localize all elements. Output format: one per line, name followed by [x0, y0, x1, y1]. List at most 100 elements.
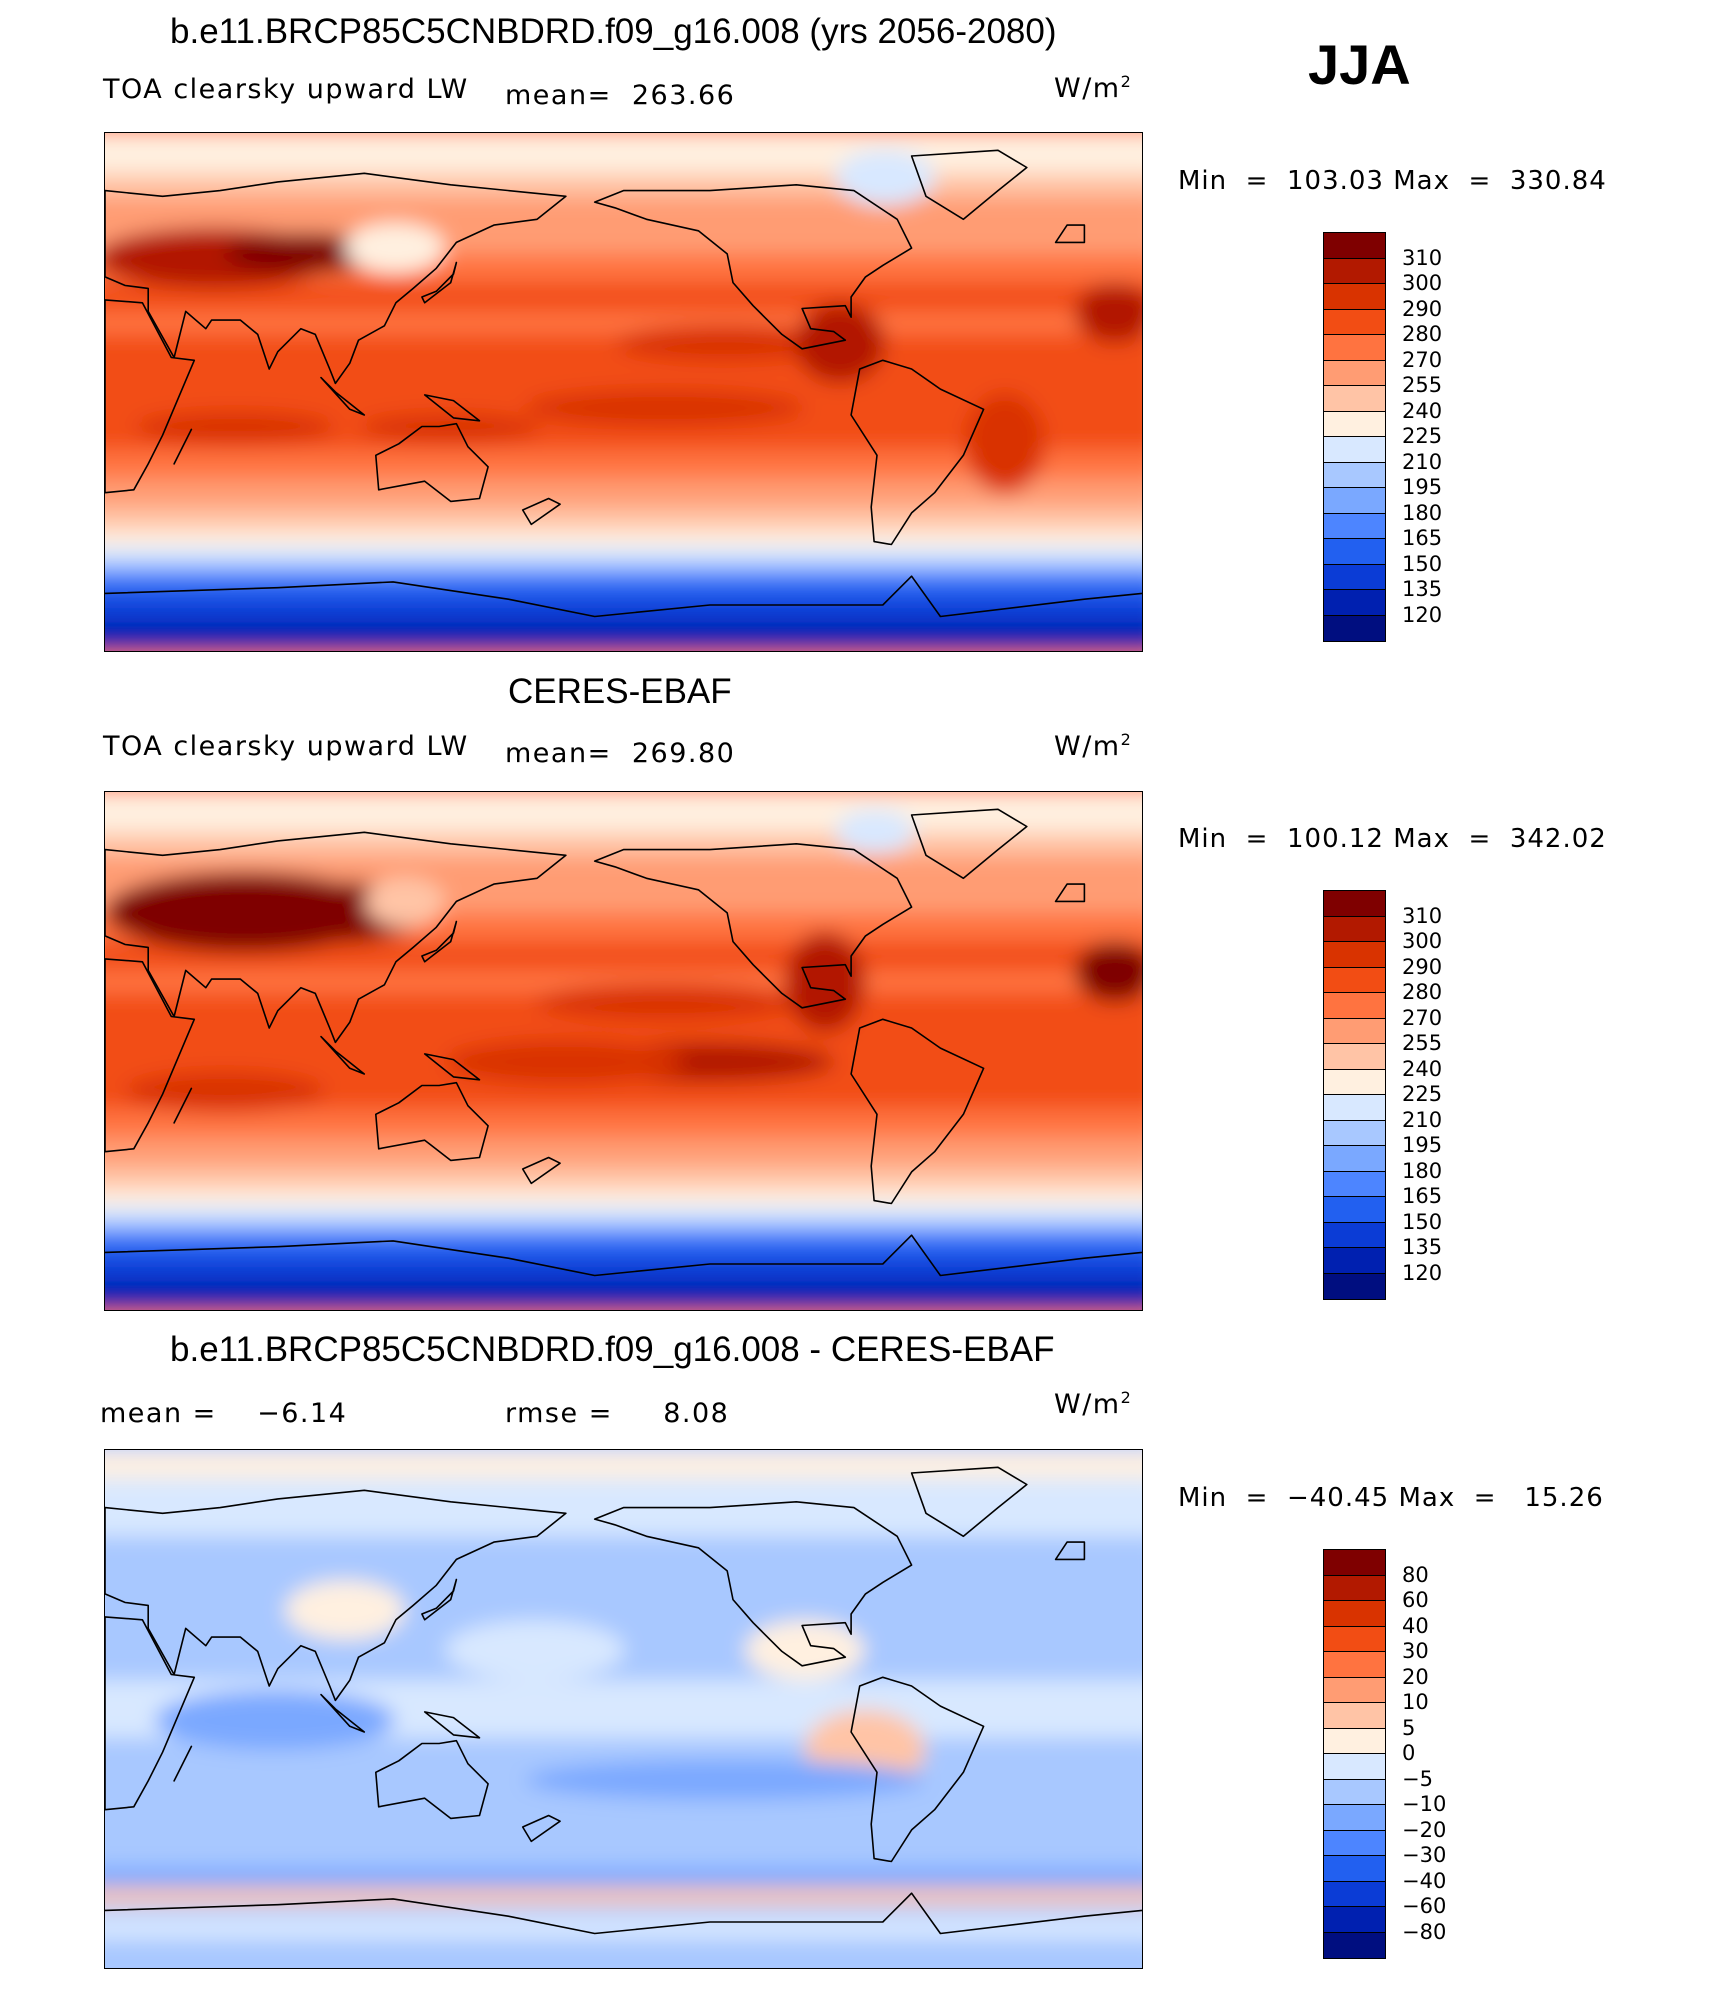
coastline-africa — [105, 1616, 196, 1811]
map-blob — [535, 984, 795, 1020]
colorbar-swatch — [1324, 1728, 1385, 1754]
colorbar-swatch — [1324, 615, 1385, 641]
colorbar-swatch — [1324, 1601, 1385, 1627]
colorbar-swatch — [1324, 258, 1385, 284]
coastline-greenland — [910, 1466, 1028, 1538]
colorbar-swatch — [1324, 1779, 1385, 1805]
panel3-max-value: 15.26 — [1524, 1483, 1604, 1513]
coastline-eurasia — [105, 831, 567, 1044]
colorbar-swatch — [1324, 564, 1385, 590]
map-band — [105, 1229, 1142, 1242]
map-coastlines — [105, 808, 1142, 1277]
colorbar-label: 300 — [1402, 271, 1443, 295]
colorbar-swatch — [1324, 993, 1385, 1019]
panel1-mean-label: mean= — [505, 80, 612, 111]
panel1-mean: mean= 263.66 — [505, 80, 735, 111]
colorbar-label: −20 — [1402, 1817, 1447, 1842]
map-band — [105, 622, 1142, 651]
panel3-units-base: W/m — [1054, 1389, 1121, 1420]
map-band — [105, 173, 1142, 198]
colorbar-swatch — [1324, 1575, 1385, 1601]
colorbar-swatch — [1324, 891, 1385, 917]
map-blob — [965, 393, 1045, 493]
colorbar-label: −5 — [1402, 1766, 1433, 1791]
panel3-map — [104, 1449, 1143, 1969]
coastline-island — [173, 428, 193, 465]
colorbar-label: 290 — [1402, 296, 1443, 321]
colorbar-swatch — [1324, 1626, 1385, 1652]
colorbar-swatch — [1324, 1754, 1385, 1780]
colorbar-swatch — [1324, 284, 1385, 310]
map-band — [105, 792, 1142, 834]
coastline-antarctica — [105, 575, 1142, 618]
colorbar-swatch — [1324, 1805, 1385, 1831]
colorbar-label: 210 — [1402, 449, 1443, 474]
map-band — [105, 1137, 1142, 1168]
colorbar-swatch — [1324, 1044, 1385, 1070]
colorbar-swatch — [1324, 233, 1385, 259]
map-blob — [835, 810, 915, 854]
panel2-mean-value: 269.80 — [631, 738, 736, 769]
map-blob — [525, 390, 805, 426]
map-band — [105, 282, 1142, 313]
colorbar-swatch — [1324, 386, 1385, 412]
colorbar-label: 120 — [1402, 602, 1443, 627]
colorbar-label: −30 — [1402, 1843, 1447, 1867]
map-band — [105, 558, 1142, 572]
coastline-island — [1054, 883, 1086, 903]
map-band — [105, 1867, 1142, 1888]
map-field — [105, 133, 1142, 651]
panel1-map-svg — [105, 133, 1142, 651]
colorbar-label: 135 — [1402, 1235, 1443, 1259]
colorbar-swatch — [1324, 1550, 1385, 1576]
panel1-colorbar — [1323, 232, 1386, 642]
map-blob — [1075, 283, 1142, 343]
colorbar-label: 40 — [1402, 1613, 1429, 1638]
coastline-island — [521, 1156, 561, 1185]
panel3-title: b.e11.BRCP85C5CNBDRD.f09_g16.008 - CERES… — [170, 1330, 1055, 1369]
coastline-southamerica — [850, 1018, 985, 1205]
colorbar-swatch — [1324, 916, 1385, 942]
colorbar-swatch — [1324, 1677, 1385, 1703]
map-blob — [835, 150, 935, 206]
map-anomaly — [285, 1580, 405, 1640]
coastline-island — [1054, 1541, 1086, 1561]
colorbar-swatch — [1324, 360, 1385, 386]
coastline-island — [320, 1035, 366, 1075]
colorbar-swatch — [1324, 1146, 1385, 1172]
colorbar-label: 225 — [1402, 424, 1443, 448]
map-blob — [445, 1040, 685, 1084]
coastline-africa — [105, 958, 196, 1153]
map-band — [105, 311, 1142, 336]
coastline-island — [521, 1814, 561, 1843]
coastline-eurasia — [105, 1489, 567, 1702]
colorbar-label: 120 — [1402, 1260, 1443, 1285]
colorbar-label: 255 — [1402, 1031, 1443, 1055]
panel3-units-exp: 2 — [1120, 1388, 1133, 1407]
map-band — [105, 1240, 1142, 1260]
map-band — [105, 1166, 1142, 1191]
colorbar-label: 240 — [1402, 398, 1443, 423]
coastline-australia — [374, 422, 489, 503]
coastline-antarctica — [105, 1892, 1142, 1935]
coastline-southamerica — [850, 359, 985, 546]
colorbar-label: 80 — [1402, 1562, 1429, 1587]
map-anomaly — [745, 1620, 865, 1680]
panel1-units-exp: 2 — [1120, 72, 1133, 91]
panel3-rmse: rmse = 8.08 — [505, 1398, 729, 1429]
map-band — [105, 1450, 1142, 1479]
coastline-island — [521, 497, 561, 526]
colorbar-swatch — [1324, 335, 1385, 361]
coastline-island — [423, 394, 481, 422]
colorbar-swatch — [1324, 411, 1385, 437]
colorbar-label: 310 — [1402, 903, 1443, 928]
coastline-northamerica — [593, 1500, 913, 1667]
map-blob — [365, 877, 445, 927]
map-band — [105, 196, 1142, 221]
colorbar-label: 270 — [1402, 1005, 1443, 1030]
map-band — [105, 599, 1142, 624]
map-band — [105, 133, 1142, 175]
colorbar-label: 180 — [1402, 500, 1443, 525]
map-coastlines — [105, 1466, 1142, 1935]
coastline-africa — [105, 299, 196, 494]
